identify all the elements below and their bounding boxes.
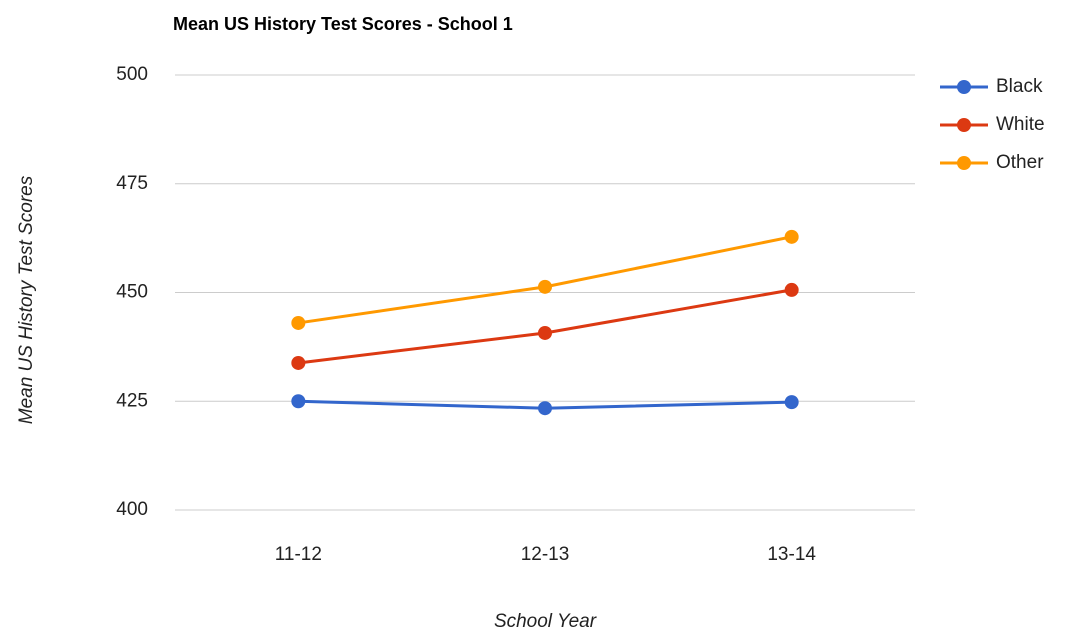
legend-label: Black: [996, 76, 1043, 97]
y-tick-label: 450: [116, 282, 148, 303]
data-point: [291, 315, 306, 330]
data-point: [538, 325, 552, 340]
x-axis-title: School Year: [494, 611, 597, 632]
data-point: [291, 394, 306, 409]
y-axis-title: Mean US History Test Scores: [16, 175, 37, 424]
x-tick-label: 12-13: [521, 544, 570, 565]
legend-label: White: [996, 114, 1045, 135]
legend-label: Other: [996, 152, 1044, 173]
x-tick-label: 11-12: [275, 544, 322, 565]
y-tick-label: 400: [116, 499, 148, 520]
y-tick-label: 475: [116, 173, 148, 194]
y-tick-label: 425: [116, 390, 148, 411]
data-point: [538, 401, 552, 416]
chart-title: Mean US History Test Scores - School 1: [173, 14, 513, 34]
data-point: [784, 229, 799, 244]
data-point: [784, 395, 799, 410]
legend-marker: [957, 80, 971, 94]
legend-marker: [957, 118, 971, 132]
data-point: [291, 355, 306, 370]
y-tick-label: 500: [116, 64, 148, 85]
data-point: [784, 282, 799, 297]
data-point: [538, 279, 552, 294]
x-tick-label: 13-14: [767, 544, 816, 565]
legend-marker: [957, 156, 971, 170]
